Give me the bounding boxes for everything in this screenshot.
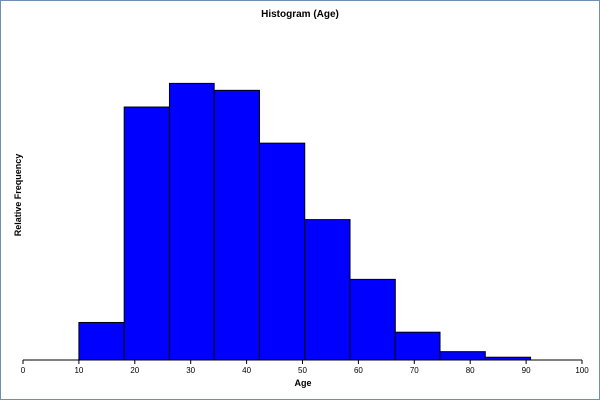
histogram-bar-0: [78, 321, 125, 361]
histogram-bar-8: [439, 351, 486, 361]
histogram-bar-7: [394, 331, 441, 361]
histogram-bar-2: [168, 82, 215, 361]
x-tick-label-3: 30: [186, 366, 195, 375]
x-tick-label-0: 0: [21, 366, 26, 375]
x-tick-label-6: 60: [354, 366, 363, 375]
chart-title: Histogram (Age): [261, 9, 339, 20]
x-tick-label-7: 70: [410, 366, 419, 375]
histogram-bar-3: [213, 89, 260, 361]
x-tick-label-5: 50: [298, 366, 307, 375]
bars-group: [78, 82, 532, 361]
histogram-bar-4: [258, 142, 306, 361]
x-tick-label-2: 20: [130, 366, 139, 375]
histogram-bar-6: [349, 278, 396, 361]
x-tick-label-8: 80: [466, 366, 475, 375]
x-tick-label-1: 10: [74, 366, 83, 375]
histogram-bar-5: [304, 219, 351, 361]
x-axis-ticks: 0 10 20 30 40 50 60 70 80 90 100: [21, 360, 589, 375]
histogram-bar-1: [123, 106, 170, 361]
x-tick-label-9: 90: [522, 366, 531, 375]
x-tick-label-4: 40: [242, 366, 251, 375]
y-axis-label: Relative Frequency: [13, 154, 23, 237]
x-axis-label: Age: [294, 378, 311, 388]
x-tick-label-10: 100: [575, 366, 589, 375]
